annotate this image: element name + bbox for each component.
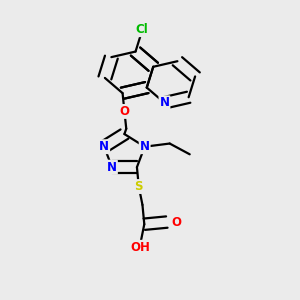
Text: O: O: [171, 216, 181, 229]
Text: S: S: [134, 180, 143, 193]
Text: N: N: [160, 96, 170, 109]
Text: Cl: Cl: [135, 23, 148, 36]
Text: N: N: [107, 161, 117, 174]
Text: OH: OH: [131, 241, 151, 254]
Text: N: N: [140, 140, 150, 153]
Text: O: O: [119, 105, 129, 118]
Text: N: N: [99, 140, 109, 153]
